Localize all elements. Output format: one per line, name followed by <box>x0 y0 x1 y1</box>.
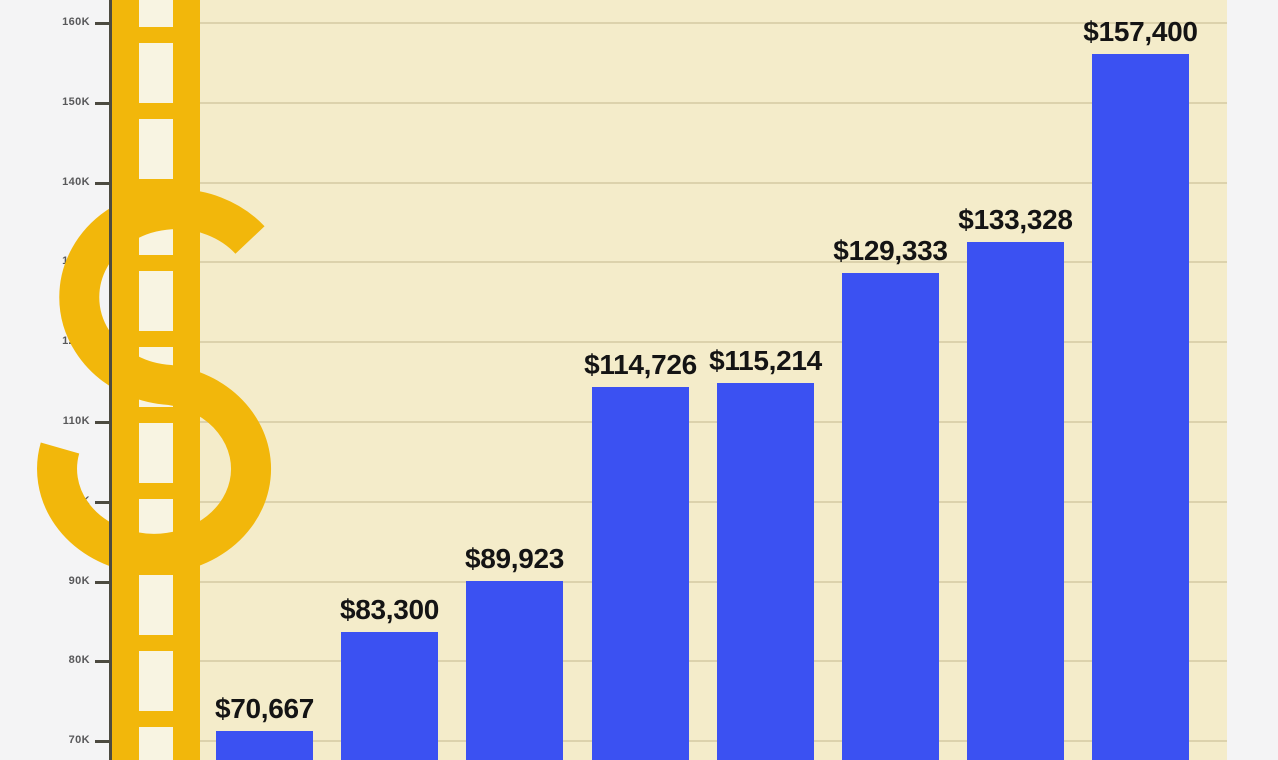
tick-mark <box>95 740 110 743</box>
tick-mark <box>95 22 110 25</box>
bar-value-label: $70,667 <box>214 693 315 724</box>
bar-value-label: $129,333 <box>833 235 948 266</box>
bar <box>967 242 1064 760</box>
bar-value-label: $83,300 <box>339 594 440 625</box>
dollar-sign-ladder-icon <box>37 0 272 760</box>
bar <box>216 731 313 760</box>
bar-value-label: $115,214 <box>709 345 822 376</box>
bar <box>341 632 438 760</box>
gridline <box>110 102 1227 104</box>
bar <box>466 581 563 760</box>
bar <box>717 383 814 760</box>
y-tick-label: 110K <box>62 415 90 427</box>
y-tick-label: 150K <box>62 96 90 108</box>
bar-value-label: $133,328 <box>958 204 1073 235</box>
gridline <box>110 261 1227 263</box>
y-tick-label: 90K <box>68 575 90 587</box>
y-tick-label: 140K <box>62 176 90 188</box>
gridline <box>110 22 1227 24</box>
y-tick-label: 70K <box>68 734 90 746</box>
tick-mark <box>95 421 110 424</box>
bar-value-label: $157,400 <box>1083 16 1198 47</box>
bar-value-label: $89,923 <box>464 543 565 574</box>
tick-mark <box>95 581 110 584</box>
bar-value-label: $114,726 <box>584 349 697 380</box>
y-tick-label: 80K <box>68 654 90 666</box>
tick-mark <box>95 660 110 663</box>
tick-mark <box>95 102 110 105</box>
gridline <box>110 182 1227 184</box>
bar <box>1092 54 1189 760</box>
bar <box>592 387 689 760</box>
tick-mark <box>95 501 110 504</box>
gridline <box>110 341 1227 343</box>
tick-mark <box>95 182 110 185</box>
bar <box>842 273 939 760</box>
y-tick-label: 160K <box>62 16 90 28</box>
y-axis-line <box>109 0 112 760</box>
